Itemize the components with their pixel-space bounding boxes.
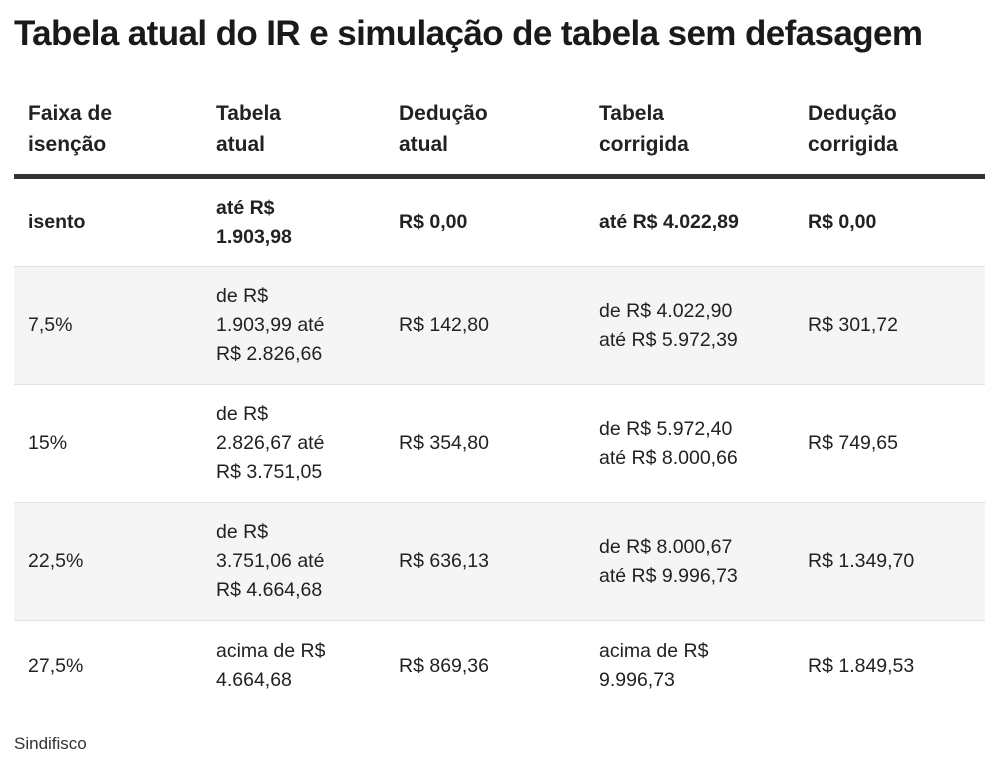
page-title: Tabela atual do IR e simulação de tabela… — [14, 14, 923, 53]
cell-line: de R$ — [216, 521, 269, 543]
table-header-row: Faixa de isenção Tabela atual Dedução at… — [14, 96, 985, 174]
header-line: Dedução — [808, 102, 897, 125]
deducao-atual-cell: R$ 354,80 — [399, 432, 489, 454]
header-line: corrigida — [808, 133, 898, 156]
deducao-corrigida-cell: R$ 301,72 — [808, 314, 898, 336]
cell-line: 1.903,99 até — [216, 314, 325, 336]
cell-line: de R$ — [216, 403, 269, 425]
tabela-corrigida-cell: acima de R$ 9.996,73 — [585, 637, 794, 695]
cell-line: R$ 2.826,66 — [216, 343, 323, 365]
ir-table: Faixa de isenção Tabela atual Dedução at… — [14, 96, 985, 711]
faixa-cell: isento — [28, 211, 86, 233]
cell-line: acima de R$ — [599, 640, 709, 662]
source-credit: Sindifisco — [14, 734, 87, 753]
tabela-corrigida-cell: de R$ 5.972,40 até R$ 8.000,66 — [585, 415, 794, 473]
faixa-cell: 7,5% — [28, 314, 73, 336]
table-row: isento até R$ 1.903,98 R$ 0,00 até R$ 4.… — [14, 179, 985, 267]
tabela-corrigida-cell: de R$ 8.000,67 até R$ 9.996,73 — [585, 533, 794, 591]
table-row: 22,5% de R$ 3.751,06 até R$ 4.664,68 R$ … — [14, 503, 985, 621]
cell-line: 9.996,73 — [599, 669, 675, 691]
deducao-corrigida-cell: R$ 1.849,53 — [808, 654, 915, 677]
faixa-cell: 15% — [28, 432, 68, 454]
faixa-cell: 22,5% — [28, 550, 84, 572]
cell-line: 4.664,68 — [216, 669, 292, 691]
header-line: Dedução — [399, 102, 488, 125]
deducao-corrigida-cell: R$ 0,00 — [808, 211, 877, 233]
deducao-atual-cell: R$ 869,36 — [399, 654, 489, 677]
tabela-atual-cell: de R$ 2.826,67 até R$ 3.751,05 — [202, 400, 385, 487]
faixa-cell: 27,5% — [28, 654, 84, 677]
deducao-atual-cell: R$ 0,00 — [399, 211, 468, 233]
header-divider — [14, 174, 985, 179]
tabela-corrigida-cell: até R$ 4.022,89 — [585, 208, 794, 237]
cell-line: 1.903,98 — [216, 225, 292, 248]
cell-line: de R$ 4.022,90 — [599, 299, 733, 322]
cell-line: de R$ 8.000,67 — [599, 535, 733, 558]
header-line: Faixa de — [28, 102, 113, 125]
table-row: 15% de R$ 2.826,67 até R$ 3.751,05 R$ 35… — [14, 385, 985, 503]
cell-line: de R$ — [216, 285, 269, 307]
cell-line: até R$ 4.022,89 — [599, 211, 739, 233]
tabela-corrigida-cell: de R$ 4.022,90 até R$ 5.972,39 — [585, 297, 794, 355]
cell-line: acima de R$ — [216, 640, 326, 662]
cell-line: 2.826,67 até — [216, 432, 325, 454]
cell-line: até R$ 5.972,39 — [599, 328, 738, 351]
cell-line: R$ 3.751,05 — [216, 461, 323, 483]
header-line: atual — [399, 133, 449, 156]
deducao-corrigida-cell: R$ 749,65 — [808, 432, 898, 454]
header-tabela-corrigida: Tabela corrigida — [585, 96, 794, 160]
tabela-atual-cell: até R$ 1.903,98 — [202, 194, 385, 252]
header-deducao-atual: Dedução atual — [385, 96, 585, 160]
header-deducao-corrigida: Dedução corrigida — [794, 96, 985, 160]
cell-line: até R$ — [216, 196, 275, 219]
deducao-atual-cell: R$ 636,13 — [399, 550, 489, 572]
header-line: corrigida — [599, 133, 689, 156]
deducao-corrigida-cell: R$ 1.349,70 — [808, 550, 915, 572]
cell-line: 3.751,06 até — [216, 550, 325, 572]
cell-line: até R$ 8.000,66 — [599, 446, 738, 469]
header-line: Tabela — [599, 102, 664, 125]
header-faixa-de-isencao: Faixa de isenção — [14, 96, 202, 160]
cell-line: R$ 4.664,68 — [216, 579, 323, 601]
tabela-atual-cell: de R$ 3.751,06 até R$ 4.664,68 — [202, 518, 385, 605]
header-line: atual — [216, 133, 266, 156]
table-row: 7,5% de R$ 1.903,99 até R$ 2.826,66 R$ 1… — [14, 267, 985, 385]
header-tabela-atual: Tabela atual — [202, 96, 385, 160]
cell-line: de R$ 5.972,40 — [599, 417, 733, 440]
header-line: isenção — [28, 133, 107, 156]
tabela-atual-cell: de R$ 1.903,99 até R$ 2.826,66 — [202, 282, 385, 369]
table-row: 27,5% acima de R$ 4.664,68 R$ 869,36 aci… — [14, 621, 985, 711]
deducao-atual-cell: R$ 142,80 — [399, 314, 489, 336]
header-line: Tabela — [216, 102, 281, 125]
cell-line: até R$ 9.996,73 — [599, 564, 738, 587]
tabela-atual-cell: acima de R$ 4.664,68 — [202, 637, 385, 695]
